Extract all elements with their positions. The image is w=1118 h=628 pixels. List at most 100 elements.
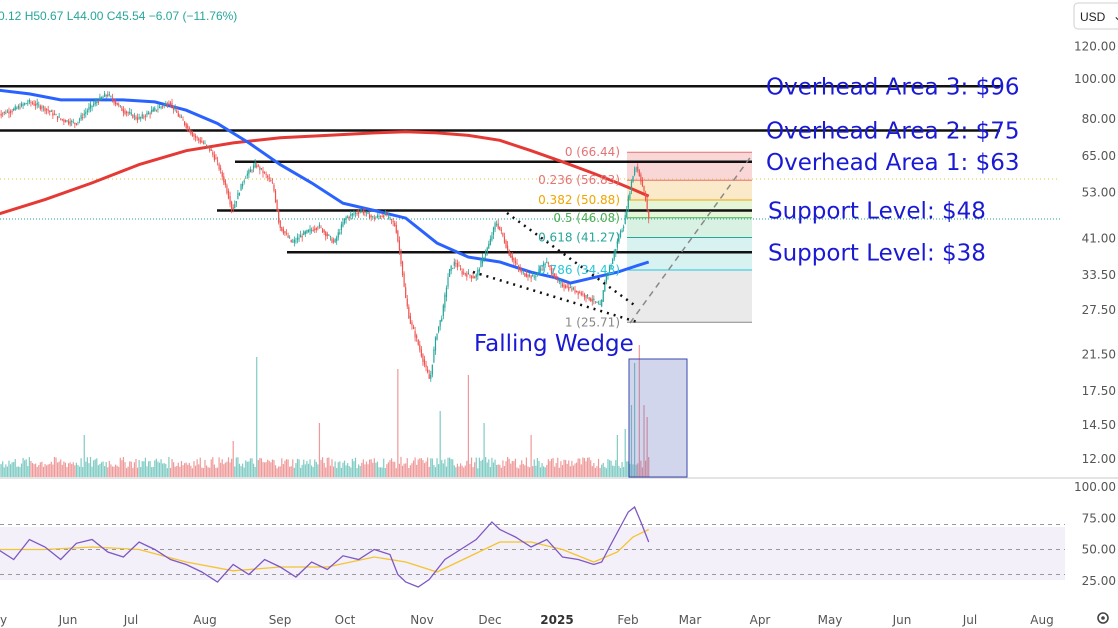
gear-icon[interactable] — [1097, 612, 1109, 624]
candle-body — [36, 102, 38, 105]
volume-bar — [461, 465, 463, 477]
candle-body — [497, 223, 499, 229]
candle-body — [69, 121, 71, 125]
candle-body — [634, 168, 636, 176]
candle-body — [379, 216, 382, 218]
candle-body — [290, 239, 292, 243]
volume-bar — [312, 466, 314, 477]
volume-bar — [569, 466, 571, 477]
volume-bar — [599, 467, 601, 477]
candle-body — [500, 229, 502, 232]
volume-bar — [387, 462, 390, 477]
volume-bar — [365, 461, 368, 477]
candle-body — [100, 97, 103, 100]
volume-bar — [488, 459, 490, 477]
candle-body — [298, 238, 300, 239]
volume-bar — [400, 456, 402, 477]
volume-bar — [619, 467, 622, 477]
volume-bar — [158, 462, 161, 477]
volume-bar — [13, 461, 15, 477]
candle-body — [19, 107, 21, 109]
volume-bar — [245, 460, 247, 477]
candle-body — [17, 105, 19, 109]
volume-bar — [591, 466, 593, 477]
time-tick-label: Mar — [679, 613, 702, 627]
volume-bar — [444, 459, 446, 477]
candle-body — [373, 217, 375, 219]
volume-bar — [188, 462, 190, 477]
candle-body — [198, 138, 200, 140]
volume-bar — [88, 463, 90, 477]
volume-bar — [121, 460, 123, 477]
candle-body — [412, 326, 415, 329]
rsi-line — [0, 505, 650, 588]
volume-bar — [118, 466, 120, 477]
volume-bar — [641, 467, 644, 477]
candle-body — [25, 103, 27, 105]
candle-body — [173, 105, 175, 110]
currency-selector[interactable]: USD ⌄ — [1073, 2, 1118, 30]
candle-body — [49, 110, 51, 112]
volume-bar — [226, 461, 228, 477]
volume-bar — [605, 468, 607, 477]
volume-bar — [572, 465, 575, 477]
volume-bar — [489, 466, 491, 477]
price-axis[interactable]: 120.00 100.00 80.00 65.00 53.00 41.00 33.50 27.… — [1074, 39, 1116, 465]
candle-body — [317, 227, 319, 229]
candle-body — [320, 226, 322, 228]
candle-body — [185, 123, 187, 129]
candle-body — [593, 298, 595, 301]
candle-body — [42, 106, 45, 108]
volume-bar — [46, 465, 48, 477]
candle-body — [267, 175, 269, 178]
candle-body — [16, 107, 18, 109]
volume-bar — [508, 458, 510, 477]
candle-body — [640, 174, 642, 182]
volume-bar — [224, 462, 226, 477]
volume-bar — [176, 465, 178, 477]
volume-bar — [71, 464, 73, 477]
candle-body — [56, 116, 59, 120]
candle-body — [285, 233, 288, 235]
candle-body — [284, 231, 286, 234]
time-tick-label: Jun — [58, 613, 78, 627]
candle-body — [507, 245, 509, 250]
candle-body — [442, 305, 444, 317]
volume-bar — [499, 464, 501, 477]
volume-bar — [25, 459, 27, 477]
candle-body — [259, 167, 261, 171]
candle-body — [82, 117, 84, 118]
time-tick-label: Dec — [478, 613, 501, 627]
candle-body — [646, 199, 648, 209]
volume-bar — [586, 457, 589, 477]
candle-body — [463, 272, 465, 274]
volume-bar — [386, 464, 388, 477]
volume-bar — [287, 459, 289, 477]
candle-body — [541, 268, 543, 270]
candle-body — [165, 103, 167, 105]
volume-bar — [271, 459, 273, 477]
volume-bar — [204, 459, 206, 477]
volume-bar — [452, 459, 454, 477]
volume-bar — [210, 459, 212, 477]
candle-body — [483, 257, 485, 260]
candle-body — [293, 239, 295, 243]
candle-body — [287, 235, 289, 238]
volume-bar — [552, 457, 554, 477]
time-axis[interactable]: y Jun Jul Aug Sep Oct Nov Dec 2025 Feb Mar Apr May Ju… — [0, 613, 1054, 627]
volume-bar — [249, 458, 252, 477]
volume-bar — [248, 461, 250, 477]
volume-bar — [227, 457, 230, 477]
volume-bar — [602, 462, 604, 477]
volume-bar — [383, 458, 385, 477]
candle-body — [586, 294, 589, 297]
volume-bar — [321, 457, 324, 477]
falling-wedge-lines[interactable] — [472, 154, 753, 324]
candle-body — [5, 112, 7, 114]
rsi-axis[interactable]: 100.00 75.00 50.00 25.00 — [1074, 480, 1116, 588]
volume-bar — [93, 460, 95, 477]
volume-bar — [347, 463, 349, 477]
horizontal-levels[interactable] — [0, 85, 1000, 254]
volume-bar — [318, 423, 321, 477]
